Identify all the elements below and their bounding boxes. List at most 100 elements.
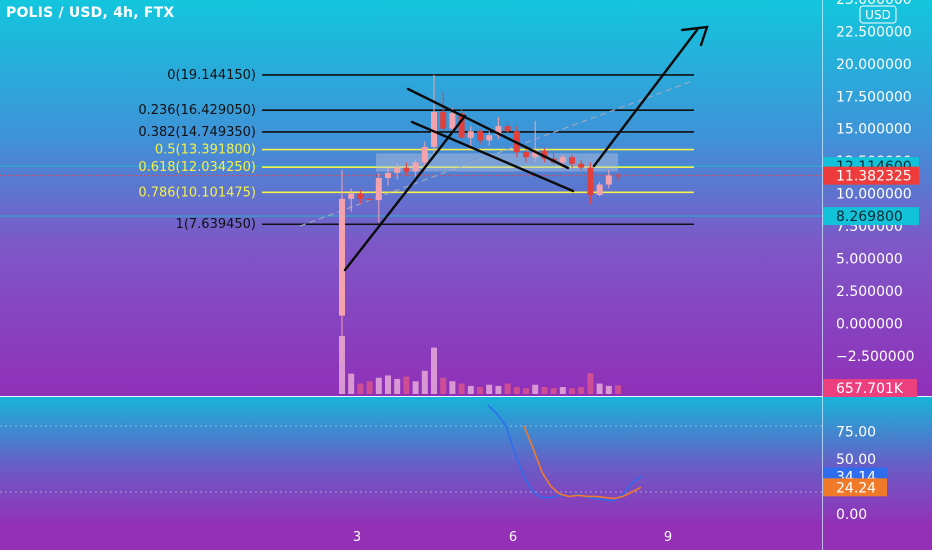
- main-pane-background: [0, 0, 932, 396]
- price-tick-label: 10.000000: [836, 187, 912, 203]
- candle-body[interactable]: [394, 167, 401, 173]
- volume-bar: [569, 388, 575, 394]
- projection-arrow-head[interactable]: [680, 25, 709, 47]
- price-tick-label: 0.000000: [836, 316, 903, 332]
- volume-bar: [449, 381, 456, 394]
- candle-body[interactable]: [541, 150, 548, 159]
- price-tick-label: 17.500000: [836, 89, 912, 105]
- candle-body[interactable]: [339, 198, 345, 316]
- time-axis-label: 6: [509, 530, 517, 545]
- volume-bar: [559, 387, 566, 394]
- time-axis-label: 9: [664, 530, 672, 545]
- price-tick-label: 25.000000: [836, 0, 912, 8]
- flag-upper-line[interactable]: [406, 87, 570, 170]
- candle-body[interactable]: [578, 163, 585, 168]
- projection-arrow-line[interactable]: [592, 28, 699, 168]
- candle-body[interactable]: [458, 113, 465, 138]
- stoch-tick-label: 75.00: [836, 425, 876, 441]
- lower-price-badge[interactable]: [823, 207, 919, 226]
- candle-body[interactable]: [495, 126, 502, 136]
- price-tick-label: −2.500000: [836, 349, 915, 365]
- candle-body[interactable]: [523, 152, 529, 158]
- currency-label: USD: [865, 8, 891, 22]
- volume-bar: [477, 387, 483, 394]
- volume-bar: [375, 377, 382, 394]
- stoch-d-badge[interactable]: [823, 478, 887, 497]
- candle-body[interactable]: [366, 198, 373, 201]
- stoch-pane-background: [0, 397, 932, 524]
- volume-bar: [541, 387, 548, 394]
- candle-body[interactable]: [532, 150, 539, 158]
- volume-bar: [587, 373, 594, 394]
- fib-level-label: 0.618(12.034250): [138, 160, 256, 175]
- candle-body[interactable]: [449, 113, 456, 129]
- volume-bar: [615, 385, 621, 394]
- volume-badge-label: 657.701K: [836, 381, 904, 397]
- candle-body[interactable]: [486, 135, 493, 141]
- price-tick-label: 20.000000: [836, 57, 912, 73]
- volume-badge[interactable]: [823, 379, 917, 397]
- stoch-d-line[interactable]: [523, 425, 642, 500]
- volume-bar: [596, 383, 603, 394]
- candle-body[interactable]: [569, 157, 575, 164]
- candle-body[interactable]: [587, 167, 594, 195]
- fib-level-label: 0.786(10.101475): [138, 185, 256, 200]
- time-axis-label: 3: [353, 530, 361, 545]
- price-tick-label: 5.000000: [836, 252, 903, 268]
- volume-bar: [513, 387, 520, 394]
- fib-level-label: 0.236(16.429050): [138, 103, 256, 118]
- candle-body[interactable]: [596, 184, 603, 195]
- volume-bar: [394, 378, 401, 394]
- volume-bar: [578, 387, 585, 394]
- candle-body[interactable]: [375, 178, 382, 201]
- candle-body[interactable]: [431, 111, 437, 147]
- volume-bar: [467, 385, 474, 394]
- highlight-zone[interactable]: [376, 153, 618, 172]
- volume-bar: [486, 384, 493, 394]
- current-price-badge[interactable]: [823, 166, 919, 185]
- candle-body[interactable]: [385, 172, 391, 179]
- up-trend-line[interactable]: [343, 114, 467, 272]
- current-price-badge-label: 11.382325: [836, 169, 912, 185]
- volume-bar: [357, 383, 364, 394]
- volume-bar: [366, 381, 373, 394]
- price-tick-label: 15.000000: [836, 122, 912, 138]
- symbol-title: POLIS / USD, 4h, FTX: [6, 5, 175, 21]
- lower-price-badge-label: 8.269800: [836, 209, 903, 225]
- volume-bar: [523, 388, 529, 394]
- volume-bar: [495, 385, 502, 394]
- candle-body[interactable]: [605, 175, 612, 185]
- currency-box[interactable]: [859, 5, 897, 24]
- stoch-tick-label: 0.00: [836, 507, 867, 523]
- volume-bar: [550, 388, 557, 394]
- time-axis-background: [0, 524, 932, 550]
- stoch-tick-label: 50.00: [836, 452, 876, 468]
- fib-level-label: 0.5(13.391800): [155, 143, 256, 158]
- candle-body[interactable]: [348, 193, 355, 199]
- volume-bar: [504, 383, 511, 394]
- volume-bar: [403, 376, 410, 394]
- fib-level-label: 0(19.144150): [167, 68, 256, 83]
- volume-bar: [412, 381, 419, 394]
- candle-body[interactable]: [403, 167, 410, 172]
- volume-bar: [440, 377, 447, 394]
- volume-bar: [421, 370, 428, 394]
- candle-body[interactable]: [357, 193, 364, 199]
- price-tick-label: 22.500000: [836, 24, 912, 40]
- candle-body[interactable]: [440, 111, 447, 129]
- volume-bar: [431, 347, 437, 394]
- fib-level-label: 0.382(14.749350): [138, 125, 256, 140]
- stoch-d-value: 24.24: [836, 480, 876, 496]
- candle-body[interactable]: [615, 175, 621, 177]
- candle-body[interactable]: [421, 146, 428, 163]
- volume-bar: [339, 336, 345, 394]
- candle-body[interactable]: [559, 157, 566, 163]
- candle-body[interactable]: [467, 131, 474, 138]
- candle-body[interactable]: [504, 126, 511, 132]
- candle-body[interactable]: [412, 162, 419, 172]
- candle-body[interactable]: [477, 131, 483, 141]
- price-tick-label: 2.500000: [836, 284, 903, 300]
- flag-lower-line[interactable]: [410, 120, 575, 193]
